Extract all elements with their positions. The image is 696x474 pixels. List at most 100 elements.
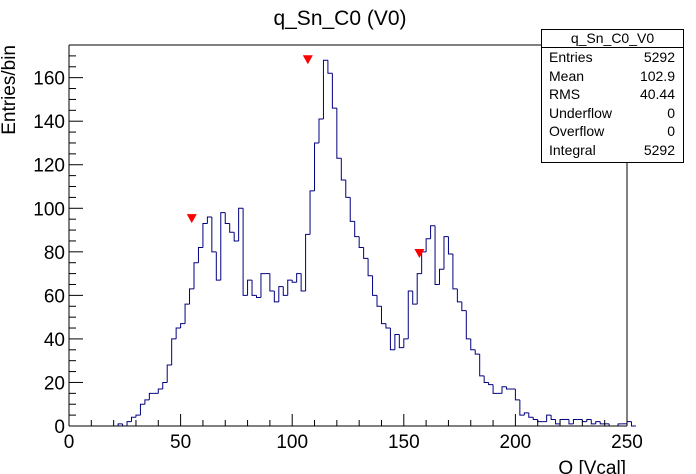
y-tick-label: 120 — [33, 156, 65, 177]
histogram-bin — [385, 323, 391, 329]
histogram-bin — [416, 273, 422, 305]
histogram-bin — [117, 423, 123, 426]
histogram-bin — [166, 364, 172, 383]
histogram-bin — [296, 273, 302, 283]
histogram-bin — [305, 233, 311, 292]
histogram-bin — [278, 286, 284, 302]
y-tick-label: 100 — [33, 199, 65, 220]
histogram-bin — [367, 258, 373, 277]
stats-label: Integral — [549, 141, 596, 158]
histogram-bin — [456, 288, 462, 303]
histogram-bin — [617, 423, 623, 426]
histogram-bin — [139, 403, 145, 416]
histogram-bin — [599, 421, 605, 425]
histogram-bin — [568, 419, 574, 425]
histogram-bin — [421, 251, 427, 274]
histogram-bin — [144, 399, 150, 405]
stats-box: q_Sn_C0_V0 Entries 5292 Mean 102.9 RMS 4… — [541, 29, 684, 163]
histogram-bin — [434, 225, 440, 285]
histogram-bin — [309, 190, 315, 235]
histogram-bin — [550, 415, 556, 420]
histogram-bin — [291, 280, 297, 283]
stats-row-entries: Entries 5292 — [542, 48, 683, 67]
y-tick-label: 80 — [44, 243, 65, 264]
histogram-bin — [300, 273, 306, 292]
histogram-bin — [532, 417, 538, 420]
y-tick-label: 0 — [54, 417, 65, 438]
histogram-bin — [247, 279, 253, 296]
histogram-bin — [157, 388, 163, 394]
y-tick-label: 140 — [33, 112, 65, 133]
histogram-bin — [363, 247, 369, 259]
stats-value: 0 — [667, 123, 675, 139]
histogram-bin — [452, 254, 458, 290]
histogram-bin — [215, 251, 221, 281]
histogram-bin — [340, 158, 346, 181]
histogram-bin — [630, 421, 636, 427]
stats-value: 0 — [667, 104, 675, 121]
histogram-bin — [242, 208, 248, 296]
histogram-bin — [273, 291, 279, 303]
stats-row-integral: Integral 5292 — [542, 141, 683, 160]
histogram-bin — [389, 328, 395, 351]
x-tick-label: 250 — [611, 432, 643, 453]
stats-label: Underflow — [549, 104, 613, 121]
histogram-bin — [345, 179, 351, 198]
histogram-bin — [505, 386, 511, 390]
x-tick-label: 150 — [388, 432, 420, 453]
stats-rows: Entries 5292 Mean 102.9 RMS 40.44 Underf… — [542, 48, 683, 159]
histogram-bin — [148, 392, 154, 400]
y-axis-label: Entries/bin — [0, 45, 20, 135]
histogram-bin — [126, 421, 132, 426]
stats-value: 102.9 — [639, 67, 675, 84]
y-tick-label: 20 — [44, 373, 65, 394]
histogram-bin — [555, 419, 561, 425]
histogram-bin — [282, 286, 288, 296]
histogram-bin — [403, 338, 409, 348]
stats-value: 40.44 — [639, 86, 675, 102]
histogram-bin — [336, 108, 342, 159]
histogram-bin — [380, 306, 386, 325]
histogram-bin — [229, 223, 235, 233]
histogram-bin — [358, 236, 364, 248]
histogram-bin — [206, 216, 212, 224]
peak-marker — [302, 55, 313, 65]
histogram-bin — [595, 421, 601, 424]
histogram-bin — [528, 412, 534, 418]
x-tick-label: 50 — [170, 432, 191, 453]
stats-title: q_Sn_C0_V0 — [542, 30, 683, 48]
histogram-bin — [465, 310, 471, 340]
histogram-bin — [581, 419, 587, 423]
histogram-bin — [537, 419, 543, 423]
histogram-bin — [586, 418, 592, 422]
histogram-bin — [238, 207, 244, 241]
histogram-bin — [193, 262, 199, 289]
histogram-bin — [318, 118, 324, 143]
histogram-bin — [398, 334, 404, 349]
histogram-bin — [430, 225, 436, 239]
histogram-bin — [175, 327, 181, 339]
histogram-bin — [233, 232, 239, 242]
histogram-bin — [559, 418, 565, 424]
histogram-bin — [443, 236, 449, 270]
histogram-bin — [470, 338, 476, 351]
stats-value: 5292 — [643, 49, 675, 65]
histogram-bin — [202, 223, 208, 248]
stats-row-underflow: Underflow 0 — [542, 104, 683, 123]
histogram-bin — [180, 323, 186, 329]
histogram-bin — [488, 382, 494, 386]
histogram-bin — [394, 334, 400, 350]
histogram-bin — [197, 246, 203, 263]
histogram-bin — [269, 273, 275, 292]
x-axis-label: Q [Vcal] — [558, 458, 626, 474]
histogram-bin — [501, 386, 507, 394]
histogram-bin — [546, 414, 552, 422]
histogram-bin — [189, 288, 194, 305]
histogram-bin — [407, 290, 413, 339]
x-tick-label: 100 — [276, 432, 308, 453]
histogram-bin — [590, 419, 596, 425]
peak-marker — [186, 214, 197, 224]
histogram-bin — [287, 279, 293, 296]
stats-label: Entries — [549, 49, 593, 65]
